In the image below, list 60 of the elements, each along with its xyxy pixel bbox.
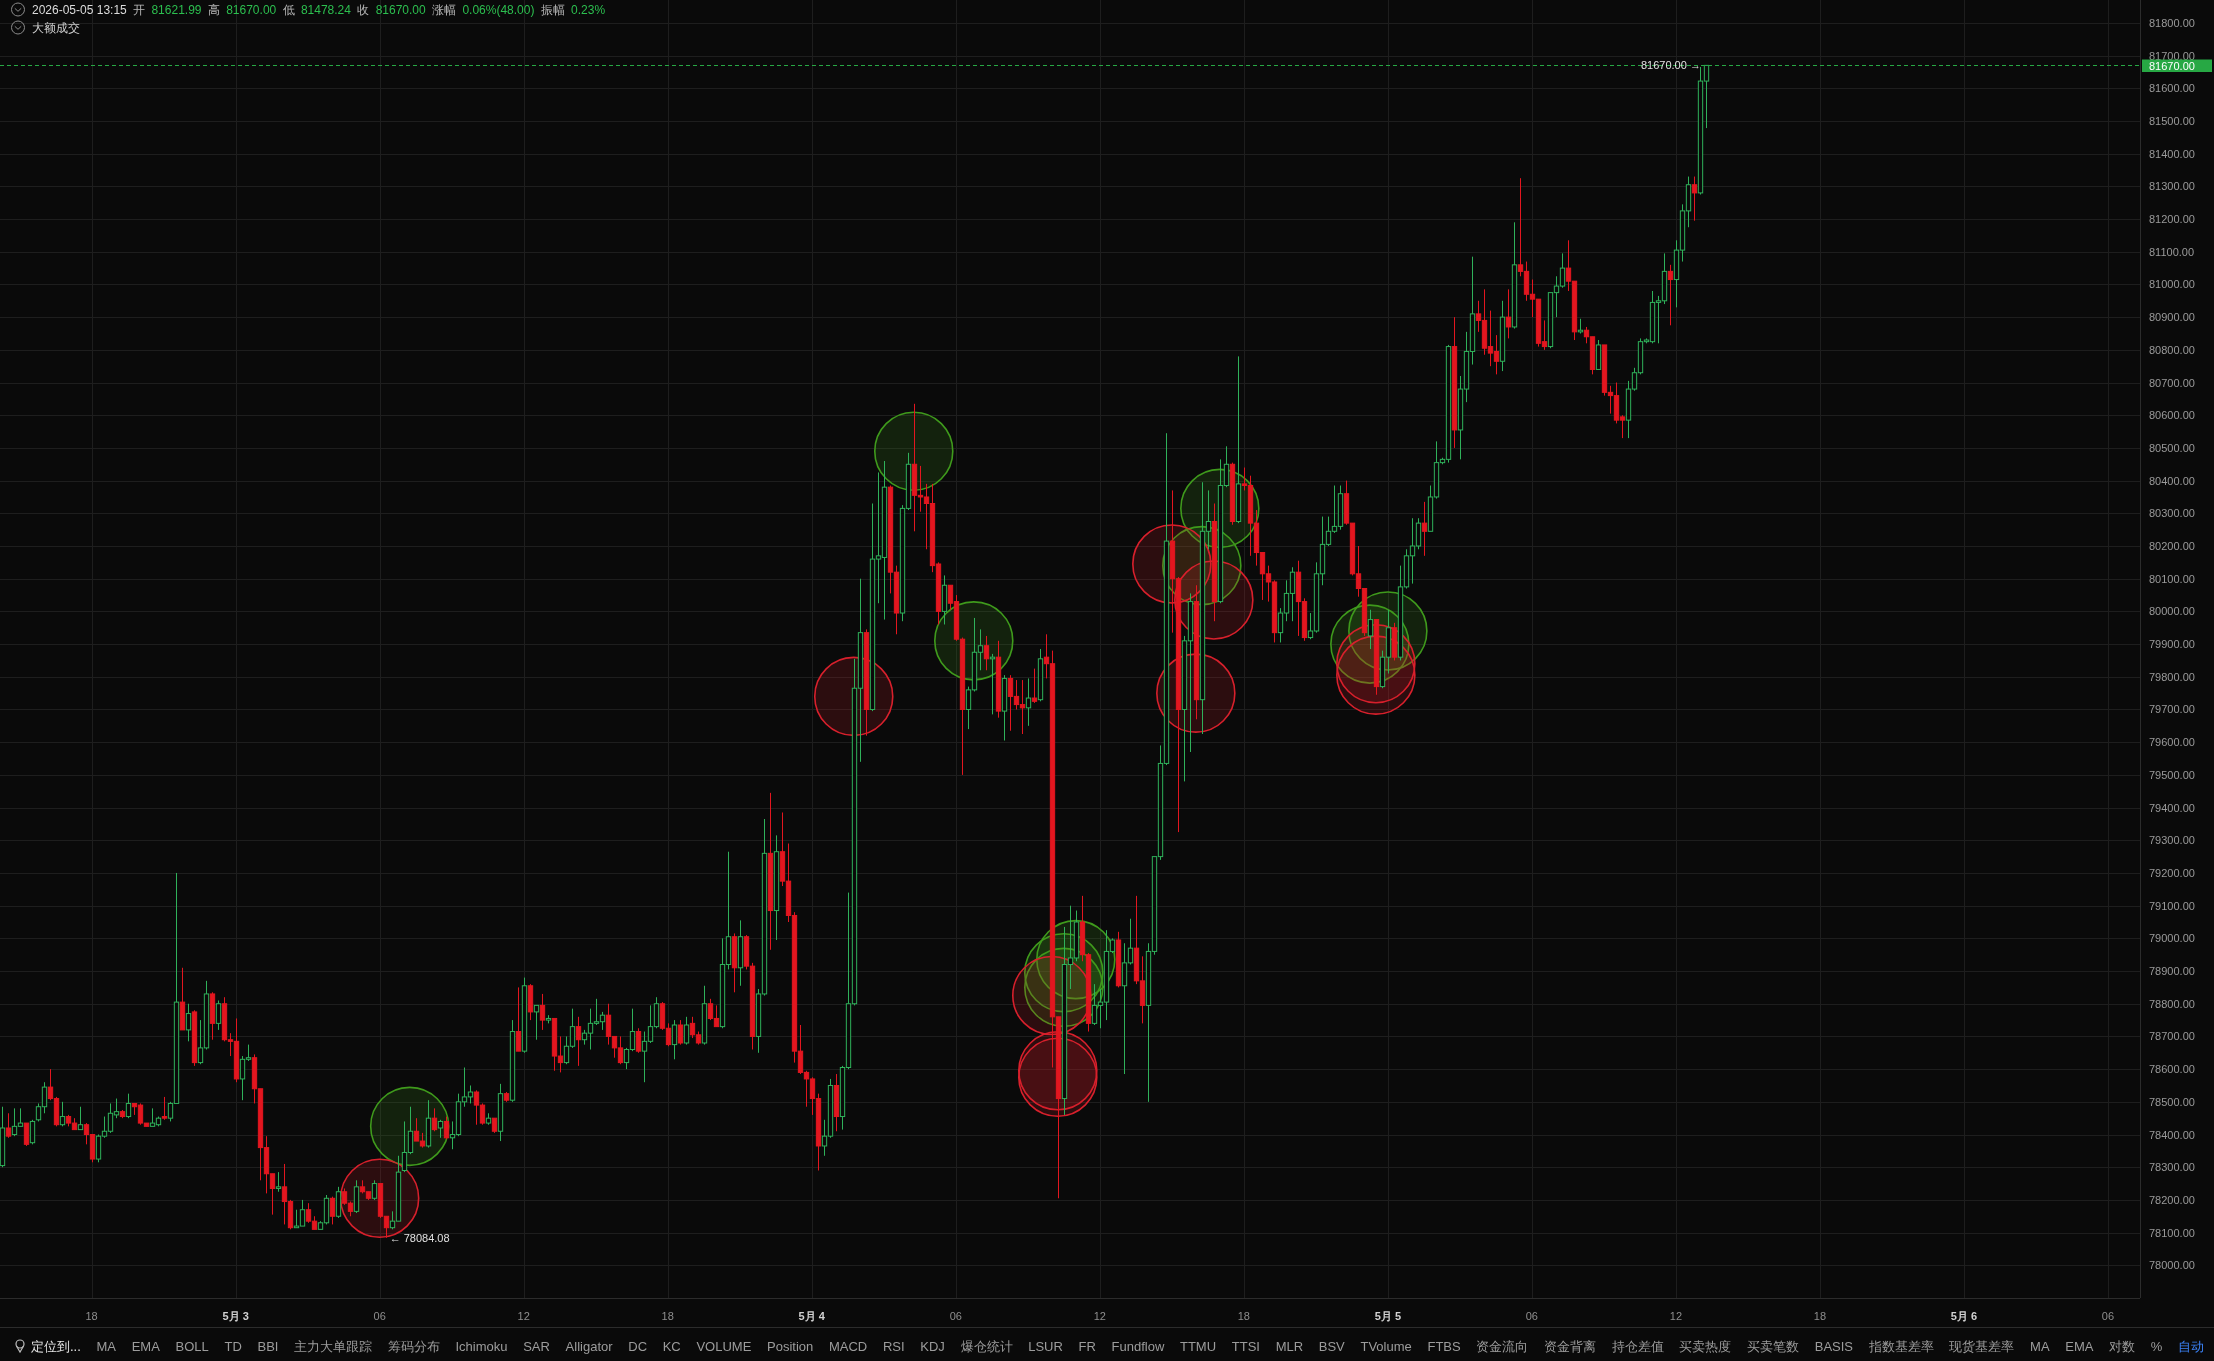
y-tick-label: 81200.00 — [2149, 213, 2195, 226]
y-tick-label: 79900.00 — [2149, 638, 2195, 651]
x-tick-label: 18 — [85, 1310, 98, 1322]
x-tick-label: 5月 6 — [1950, 1310, 1978, 1322]
y-tick-label: 79700.00 — [2149, 703, 2195, 716]
y-tick-label: 78200.00 — [2149, 1193, 2195, 1206]
y-tick-label: 78100.00 — [2149, 1226, 2195, 1239]
y-tick-label: 78700.00 — [2149, 1030, 2195, 1043]
y-tick-label: 79100.00 — [2149, 899, 2195, 912]
x-tick-label: 18 — [661, 1310, 674, 1322]
y-tick-label: 79800.00 — [2149, 670, 2195, 683]
x-tick-label: 18 — [1237, 1310, 1250, 1322]
chart-title: 2026-05-05 13:15 开 81621.99 高 81670.00 低 81478.24 收 81670.00 涨幅 0.06%(48.00) 振幅 0.23% — [32, 2, 606, 17]
y-tick-label: 81300.00 — [2149, 180, 2195, 193]
y-tick-label: 81600.00 — [2149, 82, 2195, 95]
y-tick-label: 79000.00 — [2149, 932, 2195, 945]
text: 大额成交 — [32, 20, 80, 35]
y-tick-label: 79500.00 — [2149, 768, 2195, 781]
y-tick-label: 80400.00 — [2149, 474, 2195, 487]
y-tick-label: 78300.00 — [2149, 1161, 2195, 1174]
x-tick-label: 12 — [1669, 1310, 1683, 1322]
annotation: 81670.00 → — [1640, 59, 1701, 72]
y-tick-label: 80100.00 — [2149, 572, 2195, 585]
x-tick-label: 5月 3 — [222, 1310, 249, 1322]
x-tick-label: 12 — [1093, 1310, 1106, 1322]
x-tick-label: 5月 4 — [798, 1310, 826, 1322]
x-tick-label: 06 — [949, 1310, 962, 1322]
y-tick-label: 78500.00 — [2149, 1095, 2195, 1108]
y-tick-label: 78400.00 — [2149, 1128, 2195, 1141]
y-tick-label: 81800.00 — [2149, 16, 2195, 29]
y-tick-label: 80200.00 — [2149, 540, 2195, 553]
y-tick-label: 79400.00 — [2149, 801, 2195, 814]
y-tick-label: 80600.00 — [2149, 409, 2195, 422]
y-tick-label: 78000.00 — [2149, 1259, 2195, 1272]
y-tick-label: 79600.00 — [2149, 736, 2195, 749]
x-tick-label: 06 — [373, 1310, 386, 1322]
y-tick-label: 80800.00 — [2149, 343, 2195, 356]
ref-line-label: 81670.00 — [2149, 60, 2195, 72]
y-tick-label: 80300.00 — [2149, 507, 2195, 520]
y-tick-label: 78800.00 — [2149, 997, 2195, 1010]
y-tick-label: 80700.00 — [2149, 376, 2195, 389]
toolbar: 定位到... MA EMA BOLL TD BBI 主力大单跟踪 筹码分布 Ichimoku SAR Alligator DC KC VOLUME Position MACD RSI KDJ 爆仓统计 LSUR FR Fundflow TTMU TTSI MLR BSV TVolume FTBS 资金流向 资金背离 持仓差值 买卖热度 买卖笔数 BASIS 指数基差率 现货基差率 MA EMA 对数 % 自动 — [31, 1338, 2204, 1354]
y-tick-label: 81500.00 — [2149, 114, 2195, 127]
y-tick-label: 80000.00 — [2149, 605, 2195, 618]
y-tick-label: 78600.00 — [2149, 1063, 2195, 1076]
x-tick-label: 5月 5 — [1374, 1310, 1402, 1322]
y-tick-label: 81000.00 — [2149, 278, 2195, 291]
y-tick-label: 79300.00 — [2149, 834, 2195, 847]
x-tick-label: 06 — [2101, 1310, 2115, 1322]
y-tick-label: 81700.00 — [2149, 49, 2195, 62]
x-tick-label: 12 — [517, 1310, 530, 1322]
y-tick-label: 81400.00 — [2149, 147, 2195, 160]
x-tick-label: 18 — [1813, 1310, 1827, 1322]
x-tick-label: 06 — [1525, 1310, 1539, 1322]
y-tick-label: 80500.00 — [2149, 441, 2195, 454]
y-tick-label: 81100.00 — [2149, 245, 2195, 258]
y-tick-label: 80900.00 — [2149, 311, 2195, 324]
annotation: ← 78084.08 — [389, 1231, 450, 1244]
y-tick-label: 79200.00 — [2149, 866, 2195, 879]
y-tick-label: 78900.00 — [2149, 965, 2195, 978]
